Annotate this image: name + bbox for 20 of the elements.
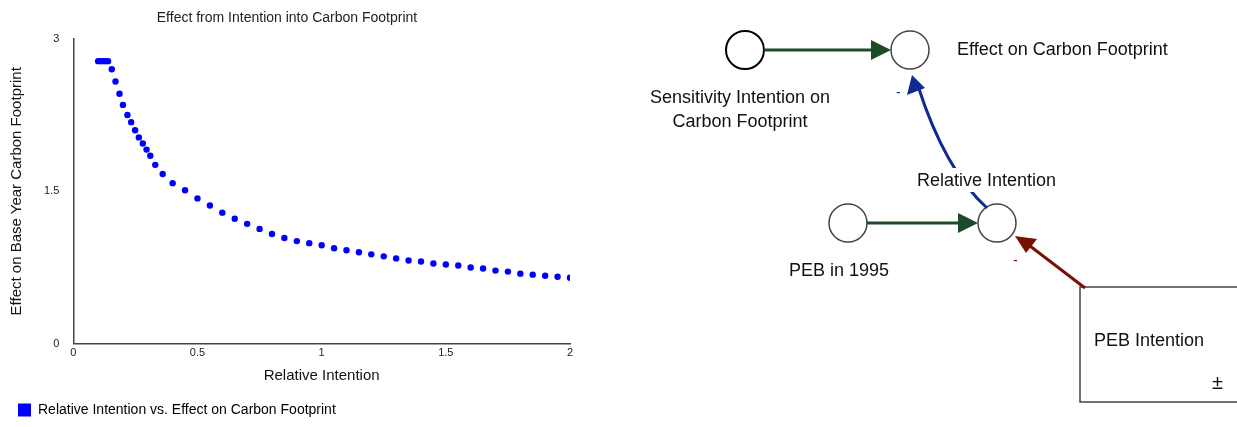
- x-tick-label: 1.5: [438, 346, 454, 359]
- x-tick-label: 0: [70, 346, 77, 359]
- y-tick-label: 3: [53, 31, 60, 44]
- text: PEB in 1995: [789, 259, 890, 282]
- legend-label: Relative Intention vs. Effect on Carbon Footprint: [38, 400, 336, 417]
- text: ±: [1212, 370, 1223, 394]
- y-axis-title: Effect on Base Year Carbon Footprint: [7, 66, 25, 316]
- text: Sensitivity Intention on Carbon Footprint: [648, 86, 832, 133]
- y-tick-label: 1.5: [43, 184, 60, 197]
- x-axis-title: Relative Intention: [263, 366, 380, 384]
- chart-title: Effect from Intention into Carbon Footprint: [156, 9, 418, 26]
- text: -: [896, 83, 901, 102]
- y-tick-label: 0: [53, 336, 60, 349]
- x-tick-label: 0.5: [189, 346, 206, 359]
- text: PEB Intention: [1094, 329, 1205, 352]
- text: Effect on Carbon Footprint: [957, 38, 1168, 61]
- text: Relative Intention: [917, 168, 1057, 192]
- x-tick-label: 2: [566, 346, 574, 359]
- x-tick-label: 1: [318, 346, 325, 359]
- text: -: [1013, 251, 1018, 270]
